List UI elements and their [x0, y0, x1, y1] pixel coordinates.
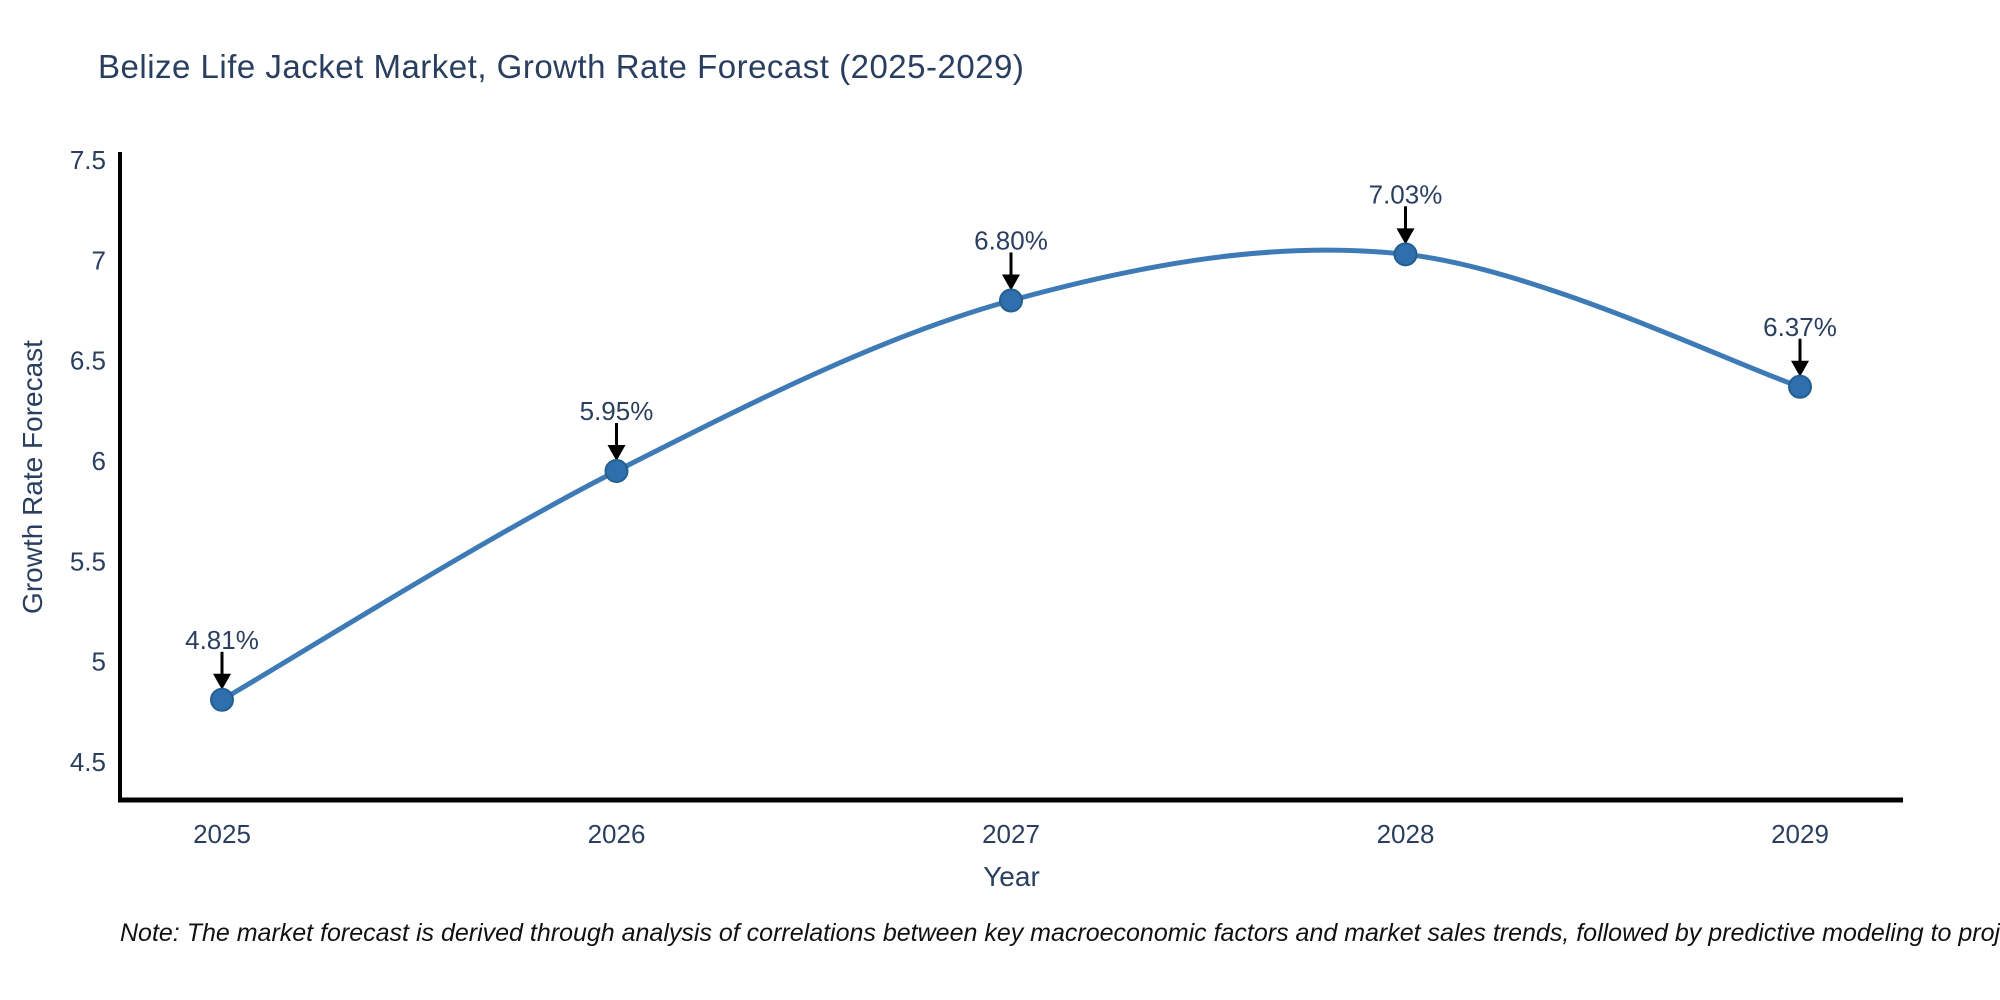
y-tick-label: 4.5 — [70, 747, 106, 777]
annotation-arrow-head — [213, 673, 231, 690]
annotation-arrow-head — [1396, 228, 1415, 245]
x-axis-title: Year — [983, 861, 1040, 892]
x-tick-label: 2029 — [1771, 819, 1829, 849]
x-tick-label: 2028 — [1377, 819, 1435, 849]
annotation-arrow-head — [1791, 360, 1809, 377]
data-point[interactable] — [604, 459, 629, 484]
data-point-label: 4.81% — [185, 625, 259, 655]
x-tick-label: 2026 — [588, 819, 646, 849]
y-tick-label: 5.5 — [70, 546, 106, 576]
y-tick-label: 7.5 — [70, 145, 106, 175]
forecast-line — [219, 247, 1803, 703]
annotation-arrow-head — [607, 445, 626, 462]
y-axis-title: Growth Rate Forecast — [17, 340, 48, 614]
data-point-label: 6.80% — [974, 225, 1048, 255]
data-point-label: 6.37% — [1763, 312, 1837, 342]
y-tick-label: 6 — [92, 446, 106, 476]
data-point-label: 5.95% — [580, 396, 654, 426]
data-point-label: 7.03% — [1369, 179, 1443, 209]
x-tick-label: 2027 — [982, 819, 1040, 849]
data-point[interactable] — [210, 687, 234, 712]
data-point[interactable] — [1788, 374, 1812, 399]
y-tick-label: 6.5 — [70, 346, 106, 376]
data-point[interactable] — [1393, 242, 1418, 267]
x-tick-label: 2025 — [193, 819, 251, 849]
chart-title: Belize Life Jacket Market, Growth Rate F… — [98, 48, 1025, 85]
footnote: Note: The market forecast is derived thr… — [120, 919, 2000, 947]
y-tick-label: 5 — [92, 647, 106, 677]
y-tick-label: 7 — [92, 245, 106, 275]
data-point[interactable] — [999, 288, 1023, 313]
annotation-arrow-head — [1002, 274, 1020, 291]
